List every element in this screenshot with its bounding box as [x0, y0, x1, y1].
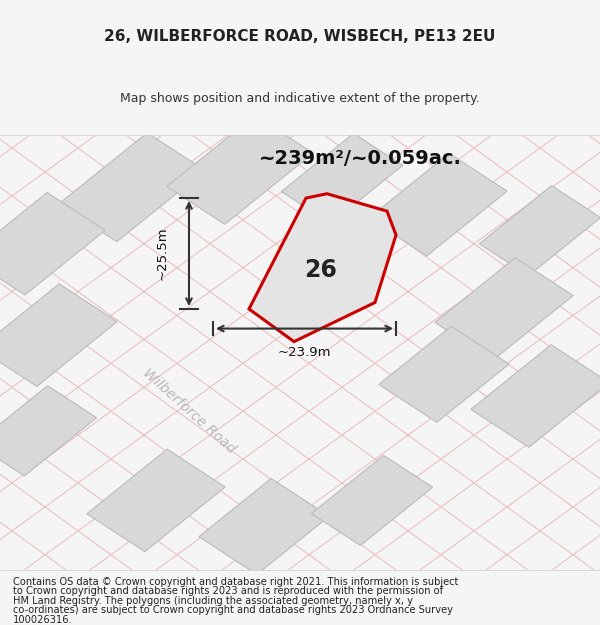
Polygon shape [0, 192, 105, 295]
Polygon shape [379, 326, 509, 422]
Polygon shape [167, 116, 313, 224]
Polygon shape [479, 186, 600, 276]
Polygon shape [471, 345, 600, 448]
Polygon shape [435, 258, 573, 360]
Text: Map shows position and indicative extent of the property.: Map shows position and indicative extent… [120, 92, 480, 105]
Polygon shape [369, 153, 507, 256]
Text: 26, WILBERFORCE ROAD, WISBECH, PE13 2EU: 26, WILBERFORCE ROAD, WISBECH, PE13 2EU [104, 29, 496, 44]
Polygon shape [87, 449, 225, 552]
Text: Contains OS data © Crown copyright and database right 2021. This information is : Contains OS data © Crown copyright and d… [13, 577, 458, 587]
Polygon shape [0, 284, 117, 386]
Polygon shape [249, 194, 396, 342]
Text: HM Land Registry. The polygons (including the associated geometry, namely x, y: HM Land Registry. The polygons (includin… [13, 596, 413, 606]
Text: 100026316.: 100026316. [13, 615, 73, 625]
Text: 26: 26 [305, 258, 337, 282]
Text: Wilberforce Road: Wilberforce Road [140, 366, 238, 456]
Polygon shape [311, 455, 433, 546]
Polygon shape [59, 132, 205, 242]
Text: ~23.9m: ~23.9m [278, 346, 331, 359]
Text: ~25.5m: ~25.5m [155, 227, 169, 281]
Text: to Crown copyright and database rights 2023 and is reproduced with the permissio: to Crown copyright and database rights 2… [13, 586, 443, 596]
Polygon shape [199, 479, 329, 574]
Polygon shape [281, 133, 403, 224]
Text: co-ordinates) are subject to Crown copyright and database rights 2023 Ordnance S: co-ordinates) are subject to Crown copyr… [13, 606, 453, 616]
Text: ~239m²/~0.059ac.: ~239m²/~0.059ac. [259, 149, 461, 168]
Polygon shape [0, 386, 97, 476]
